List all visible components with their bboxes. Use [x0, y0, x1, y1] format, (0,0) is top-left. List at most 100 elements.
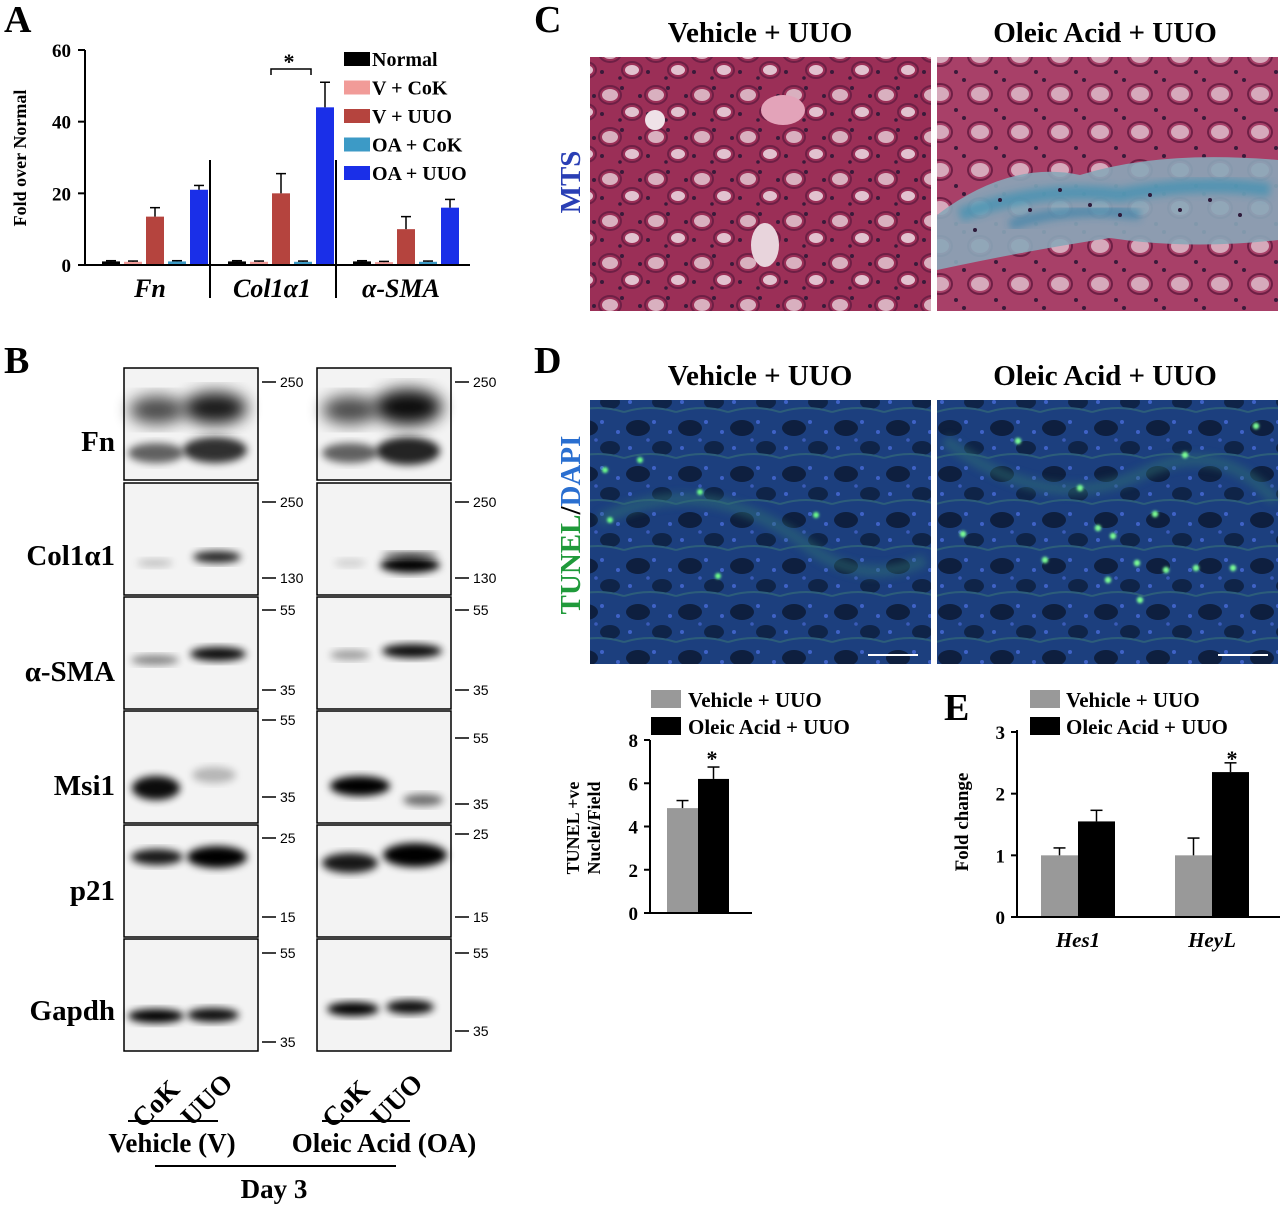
band: [131, 655, 179, 665]
lane-label: CoK: [126, 1074, 185, 1133]
mw-marker-label: 35: [280, 1034, 296, 1050]
tunel-positive-nucleus: [1014, 437, 1022, 445]
chart-e-legend: Vehicle + UUO Oleic Acid + UUO: [1030, 688, 1228, 739]
panel-label-b: B: [4, 340, 29, 382]
blot-frame: [123, 938, 259, 1052]
y-tick-label: 20: [52, 184, 71, 205]
blot-row: Msi1 55 35 55 35: [54, 710, 489, 824]
panel-label-e: E: [944, 687, 969, 729]
tunel-positive-nucleus: [1136, 596, 1144, 604]
blot-frame: [123, 710, 259, 824]
legend-swatch: [344, 80, 370, 95]
blot-row: Gapdh 55 35 55 35: [30, 938, 489, 1052]
bar: [228, 261, 246, 265]
mw-marker-label: 55: [280, 602, 296, 618]
blot-row: α-SMA 55 35 55 35: [25, 596, 489, 710]
tunel-positive-nucleus: [1094, 524, 1102, 532]
legend-swatch: [1030, 717, 1060, 735]
legend-swatch: [344, 52, 370, 66]
panel-label-d: D: [534, 340, 561, 382]
mw-marker-label: 25: [473, 826, 489, 842]
mw-marker-label: 55: [280, 945, 296, 961]
tunel-positive-nucleus: [697, 489, 703, 495]
bar: [102, 261, 120, 265]
bar: [375, 262, 393, 265]
chart-a-ylabel: Fold over Normal: [10, 90, 30, 227]
tunel-positive-nucleus: [1133, 559, 1141, 567]
blot-frame: [123, 367, 259, 481]
band: [322, 396, 378, 424]
band: [376, 437, 440, 465]
chart-a: Fold over Normal 0 20 40 60 Fn Col1α1 α-SMA…: [10, 41, 470, 303]
legend-swatch: [651, 690, 681, 708]
mw-marker-label: 55: [473, 730, 489, 746]
significance-star: *: [1227, 746, 1238, 771]
blot-vehicle: [123, 367, 259, 481]
bar: [146, 216, 164, 265]
y-tick-label: 2: [996, 785, 1006, 806]
tunel-positive-nucleus: [813, 512, 819, 518]
band: [128, 1009, 184, 1023]
tunel-positive-nucleus: [1151, 510, 1159, 518]
tunel-positive-nucleus: [1076, 484, 1084, 492]
panel-label-a: A: [4, 0, 32, 41]
blot-frame: [316, 710, 452, 824]
band: [192, 767, 236, 783]
mw-marker-label: 250: [473, 374, 497, 390]
legend-label: V + UUO: [372, 106, 452, 128]
bar: [168, 261, 186, 265]
y-tick-label: 0: [629, 904, 639, 925]
tunel-positive-nucleus: [1252, 422, 1260, 430]
group-label-vehicle: Vehicle (V): [108, 1128, 235, 1158]
blot-vehicle: [123, 482, 259, 596]
blot-oleic: [316, 938, 452, 1052]
mw-marker-label: 250: [473, 494, 497, 510]
legend-label: Normal: [372, 49, 438, 71]
panel-d-col2-title: Oleic Acid + UUO: [993, 360, 1217, 392]
band: [334, 559, 366, 567]
mw-marker-label: 35: [473, 682, 489, 698]
band: [128, 443, 184, 463]
timepoint-label: Day 3: [241, 1174, 308, 1204]
legend-swatch: [344, 166, 370, 180]
chart-a-category: Col1α1: [233, 274, 311, 303]
dapi-label: DAPI: [555, 436, 587, 507]
tunel-positive-nucleus: [1109, 532, 1117, 540]
tunel-positive-nucleus: [1041, 556, 1049, 564]
blot-row-label: Fn: [81, 426, 115, 458]
blot-vehicle: [123, 596, 259, 710]
band: [383, 843, 447, 867]
bar: [190, 189, 208, 265]
significance-star: *: [284, 49, 295, 74]
legend-label: Oleic Acid + UUO: [688, 715, 850, 739]
tunel-positive-nucleus: [1229, 564, 1237, 572]
blot-oleic: [316, 710, 452, 824]
mw-marker-label: 250: [280, 374, 304, 390]
bar: [698, 778, 729, 913]
y-tick-label: 60: [52, 41, 71, 62]
band: [190, 647, 246, 661]
band: [187, 1008, 239, 1022]
tunel-dapi-label: TUNEL/DAPI: [555, 436, 587, 615]
bar: [124, 261, 142, 265]
legend-swatch: [344, 137, 370, 152]
chart-a-category: α-SMA: [362, 274, 440, 303]
blot-oleic: [316, 367, 452, 481]
blot-frame: [316, 367, 452, 481]
mw-marker-label: 130: [473, 570, 497, 586]
bar: [419, 261, 437, 265]
mw-marker-label: 130: [280, 570, 304, 586]
y-tick-label: 4: [629, 818, 639, 839]
band: [187, 846, 247, 868]
blot-row-label: Col1α1: [26, 540, 115, 572]
band: [330, 650, 370, 660]
band: [132, 776, 180, 800]
legend-swatch: [1030, 690, 1060, 708]
band: [193, 551, 241, 563]
mw-marker-label: 35: [280, 682, 296, 698]
blot-frame: [316, 482, 452, 596]
mw-marker-label: 250: [280, 494, 304, 510]
blot-oleic: [316, 824, 452, 938]
bar: [1041, 855, 1078, 917]
